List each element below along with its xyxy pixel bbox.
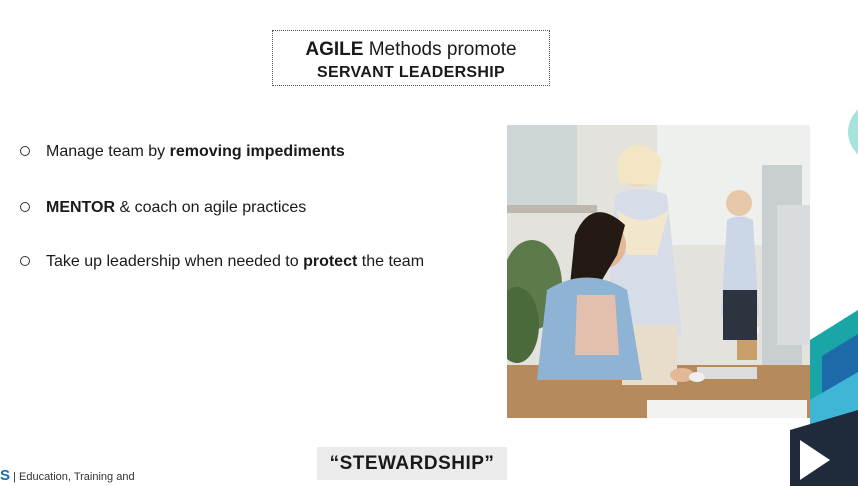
bullet-3-bold: protect <box>303 253 358 270</box>
teal-block-shape <box>810 310 858 400</box>
navy-block-shape <box>790 410 858 486</box>
light-blue-block-shape <box>810 372 858 430</box>
bullet-1-pre: Manage team by <box>46 143 170 160</box>
title-agile: AGILE <box>305 39 364 60</box>
bullet-circle-icon <box>20 145 30 156</box>
footer-text: | Education, Training and <box>13 471 135 483</box>
bullet-1-bold: removing impediments <box>169 143 345 160</box>
bullet-item-3: Take up leadership when needed to protec… <box>20 253 424 271</box>
office-photo-illustration <box>507 125 810 418</box>
bullet-item-2: MENTOR & coach on agile practices <box>20 199 306 217</box>
footer-branding: S | Education, Training and <box>0 467 135 484</box>
footer-logo-fragment: S <box>0 467 11 484</box>
slide-title-line-1: AGILE Methods promote <box>273 38 549 61</box>
stewardship-label: “STEWARDSHIP” <box>317 447 507 480</box>
bullet-2-bold: MENTOR <box>46 199 116 216</box>
title-methods-promote: Methods promote <box>368 39 517 60</box>
bullet-3-pre: Take up leadership when needed to <box>46 253 304 270</box>
blue-block-shape <box>822 334 858 394</box>
bullet-item-1: Manage team by removing impediments <box>20 143 345 161</box>
white-triangle-shape <box>800 440 830 480</box>
bullet-3-post: the team <box>357 253 425 270</box>
bullet-circle-icon <box>20 201 30 212</box>
slide-title-line-2: SERVANT LEADERSHIP <box>317 64 505 81</box>
office-team-photo <box>507 125 810 418</box>
teal-circle-shape <box>848 109 858 155</box>
bullet-2-post: & coach on agile practices <box>115 199 307 216</box>
bullet-circle-icon <box>20 255 30 266</box>
slide-title-box: AGILE Methods promote SERVANT LEADERSHIP <box>272 30 550 86</box>
